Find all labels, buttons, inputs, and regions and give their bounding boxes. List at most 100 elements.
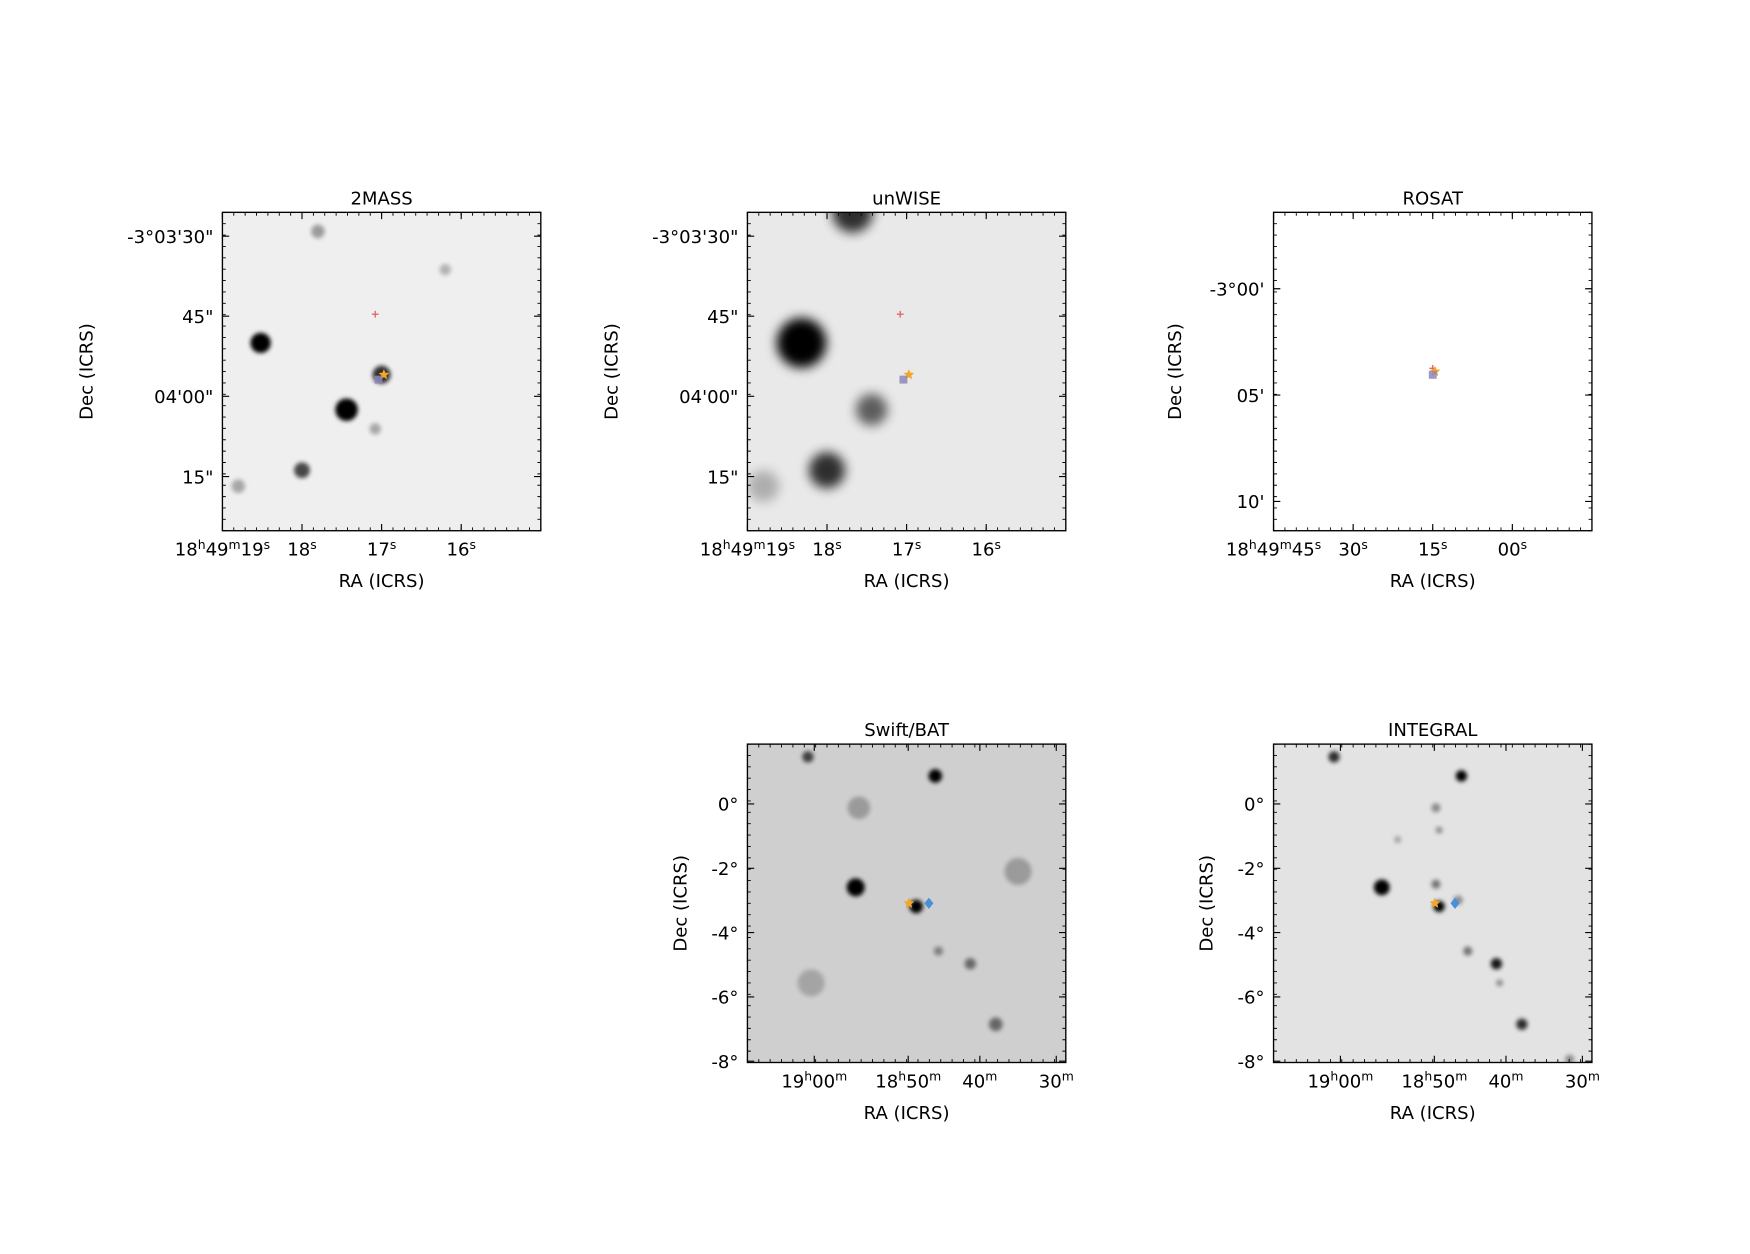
minor-tick [747, 212, 1066, 531]
x-tick-label: 18h​50m​ [875, 1069, 941, 1093]
minor-tick [747, 744, 1066, 1063]
minor-tick [747, 744, 1066, 1063]
panel-title: INTEGRAL [1388, 720, 1477, 741]
minor-tick [222, 212, 541, 531]
y-tick-label: 45" [707, 307, 738, 328]
minor-tick [747, 212, 1066, 531]
source-blob [231, 479, 246, 493]
minor-tick [747, 744, 1066, 1063]
minor-tick [1273, 212, 1592, 531]
source-blob [928, 769, 943, 783]
minor-tick [747, 744, 1066, 1063]
minor-tick [747, 212, 1066, 531]
source-blob [250, 332, 271, 354]
minor-tick [747, 744, 1066, 1063]
minor-tick [747, 744, 1066, 1063]
x-axis-label: RA (ICRS) [864, 1103, 950, 1124]
source-blob [1490, 958, 1503, 970]
source-blob [311, 224, 325, 239]
minor-tick [222, 212, 541, 531]
x-tick-label: 16s​ [971, 537, 1000, 561]
minor-tick [1273, 744, 1592, 1063]
minor-tick [1273, 744, 1592, 1063]
minor-tick [747, 744, 1066, 1063]
x-tick-label: 17s​ [892, 537, 921, 561]
sky-image [1328, 751, 1575, 1063]
source-blob [1373, 879, 1390, 896]
source-blob [808, 452, 846, 489]
x-tick-label: 18h​49m​19s​ [175, 537, 270, 561]
source-blob [1463, 946, 1473, 956]
minor-tick [222, 212, 541, 531]
minor-tick [747, 744, 1066, 1063]
source-blob [1516, 1018, 1528, 1030]
sky-image [747, 212, 915, 502]
source-blob [776, 318, 827, 368]
minor-tick [1273, 744, 1592, 1063]
minor-tick [747, 744, 1066, 1063]
y-tick-label: 0° [1244, 795, 1265, 816]
minor-tick [747, 212, 1066, 531]
y-tick-label: -8° [711, 1052, 738, 1073]
minor-tick [747, 212, 1066, 531]
source-blob [294, 462, 310, 479]
minor-tick [1273, 744, 1592, 1063]
minor-tick [222, 212, 541, 531]
minor-tick [1273, 212, 1592, 531]
minor-tick [747, 212, 1066, 531]
source-blob [847, 796, 871, 820]
minor-tick [747, 744, 1066, 1063]
minor-tick [1273, 744, 1592, 1063]
minor-tick [1273, 744, 1592, 1063]
y-axis-label: Dec (ICRS) [602, 323, 623, 420]
y-tick-label: -3°03'30" [127, 227, 213, 248]
minor-tick [1273, 212, 1592, 531]
marker-star [903, 897, 915, 908]
marker-diamond [1450, 897, 1460, 909]
minor-tick [222, 212, 541, 531]
minor-tick [222, 212, 541, 531]
y-tick-label: -4° [711, 923, 738, 944]
minor-tick [222, 212, 541, 531]
minor-tick [747, 212, 1066, 531]
source-blob [369, 423, 381, 435]
y-tick-label: 10' [1237, 492, 1265, 513]
minor-tick [222, 212, 541, 531]
y-tick-label: 0° [718, 795, 739, 816]
y-tick-label: -3°00' [1210, 280, 1265, 301]
minor-tick [222, 212, 541, 531]
y-tick-label: 15" [182, 467, 213, 488]
minor-tick [222, 212, 541, 531]
minor-tick [747, 744, 1066, 1063]
minor-tick [747, 212, 1066, 531]
x-tick-label: 18h​49m​19s​ [700, 537, 795, 561]
image-background [747, 212, 1066, 531]
source-blob [747, 470, 780, 502]
minor-tick [747, 212, 1066, 531]
minor-tick [222, 212, 542, 532]
source-blob [846, 878, 865, 897]
minor-tick [222, 212, 541, 531]
minor-tick [747, 744, 1066, 1063]
minor-tick [1273, 212, 1592, 531]
x-tick-label: 18s​ [287, 537, 316, 561]
y-tick-label: 15" [707, 467, 738, 488]
x-tick-label: 40m​ [1488, 1069, 1523, 1093]
minor-tick [747, 744, 1066, 1063]
minor-tick [1273, 212, 1592, 531]
minor-tick [747, 744, 1066, 1063]
minor-tick [747, 212, 1066, 531]
y-tick-label: -3°03'30" [652, 227, 738, 248]
minor-tick [222, 212, 541, 531]
minor-tick [1273, 212, 1592, 531]
minor-tick [1273, 744, 1592, 1063]
minor-tick [747, 212, 1066, 531]
minor-tick [1273, 212, 1592, 531]
y-tick-label: -6° [1237, 988, 1264, 1009]
source-blob [1565, 1054, 1575, 1063]
source-blob [832, 212, 873, 233]
source-blob [1328, 751, 1340, 763]
panel: INTEGRAL RA (ICRS) Dec (ICRS) 19h​00m​ 18h​5… [1197, 720, 1600, 1124]
x-tick-label: 19h​00m​ [781, 1069, 847, 1093]
